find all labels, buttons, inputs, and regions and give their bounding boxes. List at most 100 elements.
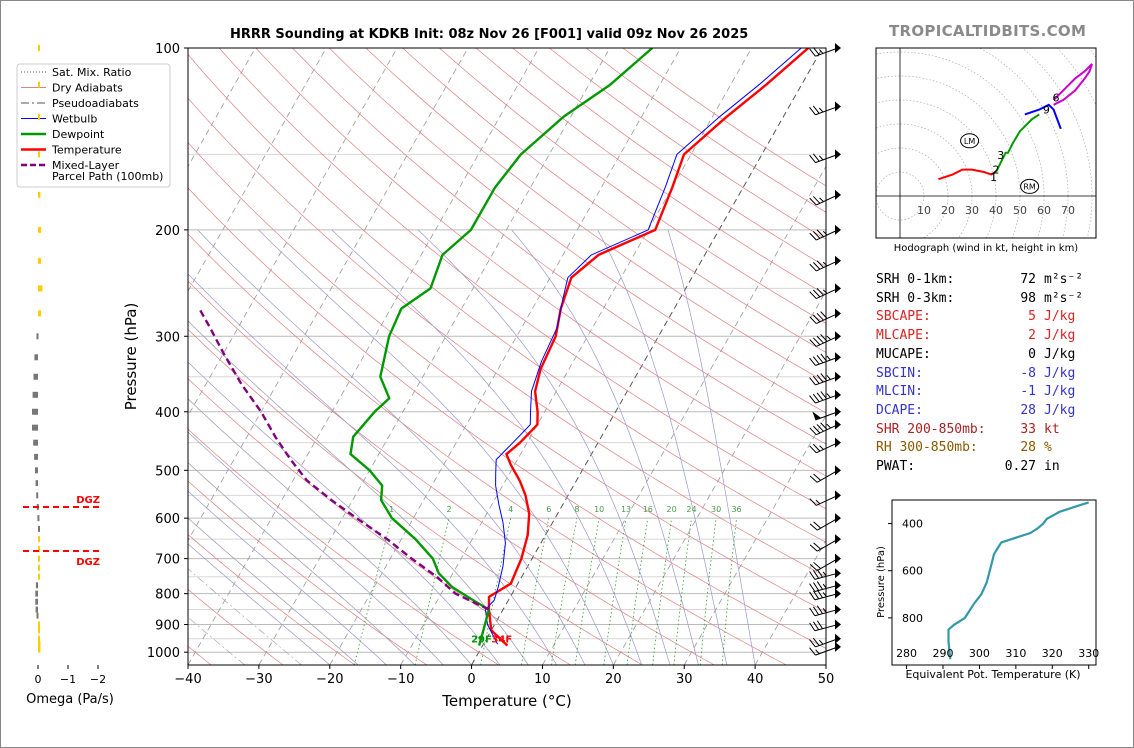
hodograph-caption: Hodograph (wind in kt, height in km) bbox=[894, 243, 1079, 254]
hodograph-tick-label: 40 bbox=[989, 204, 1003, 217]
stat-value: 98 bbox=[1020, 290, 1036, 306]
legend-item: Dry Adiabats bbox=[21, 82, 123, 95]
surface-dewpoint-label: 29F bbox=[471, 635, 492, 646]
wind-barb bbox=[809, 633, 841, 648]
wind-barb bbox=[809, 534, 841, 552]
pseudoadiabat-line bbox=[188, 398, 472, 665]
x-tick-label: −10 bbox=[387, 672, 414, 687]
stat-unit: J/kg bbox=[1044, 309, 1076, 325]
wind-barb bbox=[809, 283, 841, 300]
legend-label: Mixed-Layer bbox=[52, 159, 120, 172]
stat-name: SHR 200-850mb: bbox=[876, 421, 986, 437]
mixing-ratio-label: 6 bbox=[546, 505, 551, 514]
temperature-line bbox=[487, 48, 810, 647]
y-tick-label: 1000 bbox=[147, 646, 180, 661]
theta-e-x-tick-label: 330 bbox=[1078, 647, 1099, 660]
stat-unit: kt bbox=[1044, 421, 1060, 437]
mixing-ratio-line bbox=[673, 518, 692, 665]
wind-barb bbox=[809, 513, 841, 531]
stat-row: RH 300-850mb: 28% bbox=[876, 440, 1092, 458]
legend-box bbox=[16, 63, 171, 188]
stat-name: MLCAPE: bbox=[876, 328, 931, 344]
omega-bar bbox=[38, 536, 40, 543]
omega-bar bbox=[38, 45, 40, 51]
omega-bar bbox=[36, 612, 39, 619]
dry-adiabat-line bbox=[188, 142, 826, 613]
stat-name: SRH 0-3km: bbox=[876, 290, 955, 306]
x-tick-label: 40 bbox=[747, 672, 764, 687]
stat-name: SBCIN: bbox=[876, 365, 923, 381]
hodograph-height-label: 3 bbox=[997, 149, 1004, 162]
mixing-ratio-line bbox=[626, 518, 649, 665]
hodograph-height-label: 9 bbox=[1043, 104, 1050, 117]
wind-barb bbox=[809, 352, 841, 366]
hodograph-tick-label: 50 bbox=[1013, 204, 1027, 217]
omega-bar bbox=[38, 151, 40, 158]
wind-barb bbox=[809, 619, 841, 632]
omega-bar bbox=[38, 627, 40, 634]
dry-adiabat-line bbox=[188, 97, 826, 578]
legend-label: Temperature bbox=[51, 144, 122, 157]
wind-barb bbox=[809, 331, 841, 347]
stat-name: RH 300-850mb: bbox=[876, 440, 978, 456]
stat-value: -8 bbox=[1020, 365, 1036, 381]
stat-name: PWAT: bbox=[876, 459, 916, 474]
wind-barb bbox=[809, 308, 841, 325]
omega-bar bbox=[38, 285, 43, 292]
hodograph-marker bbox=[960, 133, 980, 149]
stat-value: -1 bbox=[1020, 384, 1036, 400]
isotherm-line bbox=[188, 48, 256, 168]
mixing-ratio-label: 36 bbox=[731, 505, 741, 514]
y-tick-label: 400 bbox=[155, 406, 180, 421]
pseudoadiabat-line bbox=[188, 568, 302, 665]
hodograph-area: 12 3 69 LM RM 10 20 30 40 50 60 70 bbox=[876, 48, 1096, 238]
theta-e-chart: 280 290 300 310 320 330 400 600 800 Equivalent Po… bbox=[876, 499, 1099, 681]
legend-label: Pseudoadiabats bbox=[52, 97, 139, 110]
omega-x-tick-label: −2 bbox=[90, 673, 106, 686]
stat-value: 33 bbox=[1020, 421, 1036, 437]
mixing-ratio-line bbox=[721, 518, 737, 665]
dry-adiabat-line bbox=[188, 534, 356, 665]
hodograph-tick-label: 70 bbox=[1061, 204, 1075, 217]
stat-unit: m²s⁻² bbox=[1044, 290, 1084, 306]
mixing-ratio-label: 24 bbox=[686, 505, 696, 514]
wind-barb bbox=[809, 641, 841, 656]
isotherm-line bbox=[542, 165, 826, 665]
wind-barb bbox=[809, 389, 841, 404]
y-axis-label: Pressure (hPa) bbox=[122, 303, 140, 411]
stat-value: 0 bbox=[1028, 346, 1036, 362]
mixing-ratio-line bbox=[414, 518, 450, 665]
theta-e-y-axis-label: Pressure (hPa) bbox=[876, 546, 887, 618]
dry-adiabat-line bbox=[188, 588, 284, 665]
dewpoint-line bbox=[349, 48, 654, 646]
dgz-label: DGZ bbox=[76, 495, 100, 506]
y-tick-label: 700 bbox=[155, 553, 180, 568]
stat-row: SBCAPE: 5 J/kg bbox=[876, 309, 1092, 327]
theta-e-x-tick-label: 290 bbox=[933, 647, 954, 660]
omega-x-tick-label: −1 bbox=[60, 673, 76, 686]
dry-adiabat-line bbox=[292, 48, 826, 445]
mixing-ratio-line bbox=[652, 518, 672, 665]
legend: Sat. Mix. Ratio Dry Adiabats Pseudoadiabat… bbox=[16, 63, 171, 188]
stat-value: 28 bbox=[1020, 440, 1036, 456]
hodograph-tick-label: 60 bbox=[1037, 204, 1051, 217]
stat-row: MLCAPE: 2 J/kg bbox=[876, 328, 1092, 346]
theta-e-y-tick-label: 800 bbox=[902, 612, 923, 625]
omega-bar bbox=[38, 81, 40, 88]
mixing-ratio-label: 16 bbox=[643, 505, 653, 514]
stat-unit: J/kg bbox=[1044, 365, 1076, 381]
y-tick-label: 900 bbox=[155, 619, 180, 634]
hodograph-frame bbox=[875, 47, 1097, 239]
x-tick-label: 0 bbox=[467, 672, 475, 687]
mixing-ratio-label: 13 bbox=[621, 505, 631, 514]
theta-e-x-axis-label: Equivalent Pot. Temperature (K) bbox=[905, 668, 1080, 681]
stat-name: MUCAPE: bbox=[876, 346, 931, 362]
stat-row: SRH 0-1km: 72 m²s⁻² bbox=[876, 272, 1092, 290]
stat-unit: J/kg bbox=[1044, 402, 1076, 418]
wind-barb bbox=[809, 189, 841, 206]
hodograph-line bbox=[938, 168, 997, 181]
legend-item: Pseudoadiabats bbox=[21, 97, 139, 110]
mixing-ratio-label: 4 bbox=[508, 505, 513, 514]
omega-bar bbox=[35, 480, 38, 487]
